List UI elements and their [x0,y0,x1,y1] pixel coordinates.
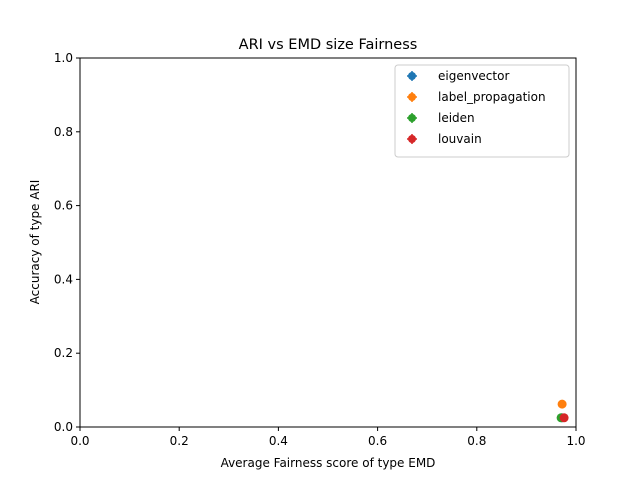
legend-label-label-propagation: label_propagation [438,90,546,104]
legend-marker-label-propagation [408,93,416,101]
legend-item-louvain: louvain [407,132,482,146]
plot-frame [79,57,577,428]
data-points [556,399,569,423]
chart-title: ARI vs EMD size Fairness [239,37,418,53]
legend-label-eigenvector: eigenvector [438,69,509,83]
data-point-label-propagation [557,399,567,409]
y-tick-label: 0.8 [54,125,73,139]
legend-marker-louvain [408,135,416,143]
axes: 0.0 0.2 0.4 0.6 0.8 1.0 0.0 0.2 0.4 0.6 0.8 1.0 [54,51,586,448]
x-tick-label: 0.8 [467,434,486,448]
legend-box [394,64,570,158]
x-axis-label: Average Fairness score of type EMD [221,456,436,470]
x-tick-label: 0.6 [368,434,387,448]
x-tick-label: 0.2 [170,434,189,448]
legend-item-eigenvector: eigenvector [407,69,509,83]
legend-item-leiden: leiden [407,111,475,125]
y-tick-label: 1.0 [54,51,73,65]
x-tick-label: 0.4 [269,434,288,448]
x-tick-label: 1.0 [566,434,585,448]
y-tick-label: 0.2 [54,346,73,360]
y-tick-label: 0.0 [54,420,73,434]
legend-label-leiden: leiden [438,111,475,125]
x-tick-label: 0.0 [70,434,89,448]
legend-marker-eigenvector [408,72,416,80]
y-tick-label: 0.4 [54,272,73,286]
y-tick-label: 0.6 [54,199,73,213]
y-axis-label: Accuracy of type ARI [28,180,42,305]
data-point-louvain [559,413,569,423]
legend-marker-leiden [408,114,416,122]
legend-item-label-propagation: label_propagation [407,90,546,104]
legend-label-louvain: louvain [438,132,482,146]
